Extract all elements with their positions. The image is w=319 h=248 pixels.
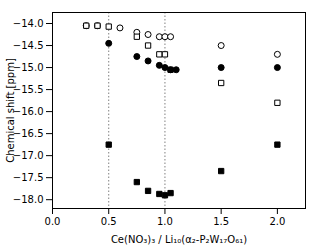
svg-text:2.0: 2.0 (269, 216, 285, 227)
svg-text:−15.0: −15.0 (13, 62, 44, 73)
svg-text:−18.0: −18.0 (13, 194, 44, 205)
svg-text:−14.5: −14.5 (13, 40, 44, 51)
svg-text:1.5: 1.5 (213, 216, 229, 227)
svg-text:0.0: 0.0 (45, 216, 61, 227)
svg-text:−16.0: −16.0 (13, 106, 44, 117)
svg-text:−14.0: −14.0 (13, 18, 44, 29)
svg-text:1.0: 1.0 (157, 216, 173, 227)
svg-text:−17.0: −17.0 (13, 150, 44, 161)
svg-text:Ce(NO₃)₃ / Li₁₀(α₂-P₂W₁₇O₆₁): Ce(NO₃)₃ / Li₁₀(α₂-P₂W₁₇O₆₁) (111, 234, 247, 245)
svg-text:0.5: 0.5 (101, 216, 117, 227)
svg-text:−15.5: −15.5 (13, 84, 44, 95)
svg-text:Chemical shift [ppm]: Chemical shift [ppm] (5, 58, 16, 163)
svg-text:−16.5: −16.5 (13, 128, 44, 139)
svg-text:−17.5: −17.5 (13, 172, 44, 183)
